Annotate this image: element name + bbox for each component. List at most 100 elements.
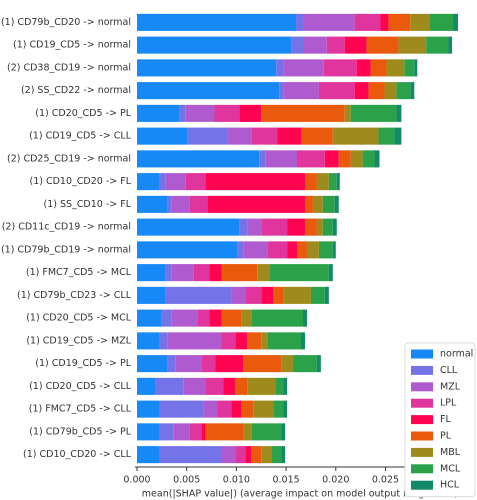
bar-segment bbox=[277, 127, 301, 145]
bar-segment bbox=[185, 173, 206, 191]
bar-segment bbox=[350, 104, 397, 122]
bar-segment bbox=[414, 59, 418, 77]
bar-segment bbox=[247, 218, 262, 236]
legend-swatch bbox=[411, 382, 433, 392]
y-tick-label: (2) CD25_CD19 -> normal bbox=[7, 153, 131, 164]
bar-segment bbox=[239, 104, 262, 122]
bar-segment bbox=[323, 59, 357, 77]
bar-segment bbox=[243, 241, 268, 259]
bar-segment bbox=[197, 309, 210, 327]
bar-segment bbox=[189, 195, 208, 213]
bar-segment bbox=[259, 150, 266, 168]
bar-segment bbox=[326, 36, 345, 54]
bar-segment bbox=[318, 241, 333, 259]
bar-segment bbox=[269, 264, 329, 282]
bar-segment bbox=[167, 355, 176, 373]
legend-label: MZL bbox=[440, 381, 461, 392]
bar-segment bbox=[137, 446, 160, 464]
bar-segment bbox=[396, 82, 411, 100]
bar-segment bbox=[205, 173, 305, 191]
bar-segment bbox=[322, 218, 333, 236]
bar-segment bbox=[310, 286, 325, 304]
bar-segment bbox=[155, 377, 184, 395]
bar-segment bbox=[304, 218, 317, 236]
bar-segment bbox=[171, 309, 198, 327]
legend-swatch bbox=[411, 464, 433, 474]
bar-segment bbox=[159, 173, 166, 191]
bar-segment bbox=[261, 218, 288, 236]
y-tick-label: (1) CD20_CD5 -> MCL bbox=[26, 313, 132, 324]
bar-segment bbox=[281, 446, 286, 464]
bar-segment bbox=[398, 36, 427, 54]
x-tick-label: 0.020 bbox=[322, 475, 349, 486]
bar-segment bbox=[324, 150, 339, 168]
bar-segment bbox=[297, 241, 307, 259]
y-tick-label: (1) CD19_CD5 -> normal bbox=[13, 40, 131, 51]
bar-segment bbox=[231, 286, 246, 304]
bar-segment bbox=[137, 82, 280, 100]
bar-segment bbox=[137, 286, 166, 304]
bar-segment bbox=[370, 59, 387, 77]
bar-segment bbox=[179, 104, 186, 122]
legend-label: FL bbox=[440, 414, 451, 425]
bar-segment bbox=[161, 309, 172, 327]
bar-segment bbox=[231, 400, 242, 418]
bar-segment bbox=[201, 355, 216, 373]
bar-segment bbox=[171, 195, 190, 213]
bar-segment bbox=[137, 59, 277, 77]
bar-segment bbox=[304, 173, 317, 191]
bar-segment bbox=[281, 355, 294, 373]
bar-segment bbox=[378, 127, 395, 145]
bar-segment bbox=[273, 400, 284, 418]
bar-segment bbox=[366, 36, 399, 54]
bar-segment bbox=[137, 218, 240, 236]
bar-segment bbox=[185, 104, 215, 122]
bar-segment bbox=[247, 332, 262, 350]
bar-segment bbox=[410, 13, 430, 31]
bar-segment bbox=[137, 241, 238, 259]
bar-segment bbox=[283, 82, 319, 100]
bar-segment bbox=[251, 446, 262, 464]
legend-box bbox=[404, 342, 476, 498]
bar-segment bbox=[291, 36, 303, 54]
bar-segment bbox=[137, 332, 160, 350]
bar-segment bbox=[300, 127, 333, 145]
bar-segment bbox=[251, 309, 303, 327]
bar-segment bbox=[279, 82, 284, 100]
bar-segment bbox=[283, 59, 324, 77]
bar-segment bbox=[251, 127, 278, 145]
x-tick-label: 0.000 bbox=[123, 475, 150, 486]
bar-segment bbox=[165, 264, 172, 282]
y-tick-label: (1) FMC7_CD5 -> MCL bbox=[26, 267, 132, 278]
bar-segment bbox=[302, 36, 327, 54]
bar-segment bbox=[201, 423, 206, 441]
bar-segment bbox=[137, 104, 180, 122]
bar-segment bbox=[209, 264, 222, 282]
bar-segment bbox=[300, 332, 305, 350]
bar-segment bbox=[137, 264, 166, 282]
bar-segment bbox=[159, 400, 204, 418]
bar-segment bbox=[410, 82, 415, 100]
y-tick-label: (1) CD19_CD5 -> MZL bbox=[26, 335, 131, 346]
x-tick-label: 0.015 bbox=[272, 475, 299, 486]
bar-segment bbox=[241, 309, 252, 327]
bar-segment bbox=[283, 400, 288, 418]
bar-segment bbox=[261, 286, 274, 304]
bar-segment bbox=[453, 13, 459, 31]
bar-segment bbox=[245, 286, 262, 304]
bar-segment bbox=[235, 446, 246, 464]
bar-segment bbox=[388, 13, 411, 31]
bar-segment bbox=[394, 127, 402, 145]
bar-segment bbox=[193, 264, 210, 282]
x-axis-label: mean(|SHAP value|) (average impact on mo… bbox=[142, 489, 458, 500]
bar-segment bbox=[283, 377, 288, 395]
bar-segment bbox=[159, 446, 222, 464]
bar-segment bbox=[336, 173, 340, 191]
bar-segment bbox=[316, 218, 323, 236]
bar-segment bbox=[334, 195, 339, 213]
legend-label: MCL bbox=[440, 463, 461, 474]
bar-segment bbox=[251, 423, 282, 441]
bar-segment bbox=[221, 332, 236, 350]
